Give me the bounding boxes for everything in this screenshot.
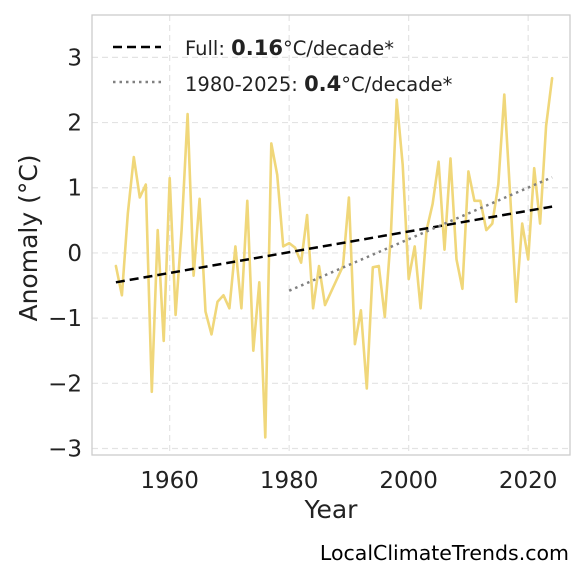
legend-recent-suffix: °C/decade* bbox=[341, 73, 452, 96]
y-tick-label: 3 bbox=[67, 45, 82, 71]
anomaly-series-line bbox=[114, 76, 554, 439]
x-tick-label: 2020 bbox=[499, 468, 558, 494]
x-axis-title: Year bbox=[304, 495, 359, 524]
y-tick-label: 2 bbox=[67, 111, 82, 137]
x-tick-label: 2000 bbox=[379, 468, 438, 494]
x-tick-label: 1960 bbox=[140, 468, 199, 494]
series-layer bbox=[114, 76, 554, 439]
y-tick-label: −2 bbox=[48, 371, 82, 397]
watermark: LocalClimateTrends.com bbox=[320, 541, 569, 565]
legend-entry-recent: 1980-2025: 0.4°C/decade* bbox=[185, 72, 453, 96]
legend-full-rate: 0.16 bbox=[231, 36, 283, 60]
recent-trend-line bbox=[288, 176, 553, 292]
grid bbox=[92, 15, 570, 455]
y-tick-label: 1 bbox=[67, 176, 82, 202]
legend-full-suffix: °C/decade* bbox=[283, 37, 394, 60]
plot-frame bbox=[91, 14, 571, 456]
legend-full-prefix: Full: bbox=[185, 37, 231, 60]
legend-entry-full: Full: 0.16°C/decade* bbox=[185, 36, 394, 60]
x-tick-label: 1980 bbox=[260, 468, 319, 494]
legend: Full: 0.16°C/decade* 1980-2025: 0.4°C/de… bbox=[113, 36, 453, 96]
tick-labels: 1960 1980 2000 2020 3 2 1 0 −1 −2 −3 bbox=[48, 45, 557, 494]
y-tick-label: −1 bbox=[48, 306, 82, 332]
y-axis-title: Anomaly (°C) bbox=[14, 154, 43, 321]
legend-recent-prefix: 1980-2025: bbox=[185, 73, 304, 96]
legend-recent-rate: 0.4 bbox=[304, 72, 341, 96]
full-trend-line bbox=[115, 205, 553, 284]
y-tick-label: −3 bbox=[48, 436, 82, 462]
y-tick-label: 0 bbox=[67, 241, 82, 267]
